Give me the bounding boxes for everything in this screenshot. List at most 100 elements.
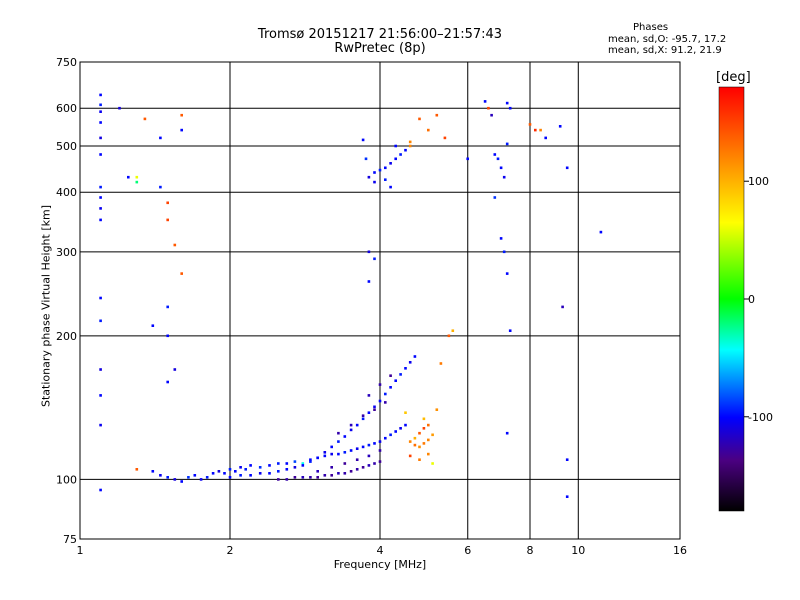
data-point	[384, 392, 387, 396]
data-point	[159, 136, 162, 140]
data-point	[558, 125, 562, 128]
data-point	[277, 462, 280, 465]
x-tick-label: 16	[673, 544, 687, 557]
x-tick-label: 2	[227, 544, 234, 557]
data-point	[451, 329, 455, 332]
colorbar-unit: [deg]	[716, 70, 751, 85]
data-point	[228, 468, 232, 471]
data-point	[337, 440, 340, 443]
data-point	[361, 445, 365, 449]
data-point	[394, 379, 397, 382]
data-point	[99, 196, 102, 199]
data-point	[244, 468, 247, 471]
data-point	[187, 476, 190, 479]
data-point	[404, 411, 407, 414]
data-point	[159, 474, 162, 477]
data-point	[367, 175, 371, 179]
data-point	[99, 93, 102, 97]
data-point	[249, 464, 252, 467]
data-point	[367, 443, 371, 447]
data-point	[99, 103, 102, 107]
data-point	[384, 436, 387, 440]
data-point	[166, 380, 169, 384]
data-point	[249, 474, 252, 477]
data-point	[258, 466, 262, 469]
data-point	[378, 168, 382, 172]
y-tick-label: 500	[56, 140, 77, 153]
chart-subtitle: RwPretec (8p)	[334, 41, 426, 56]
x-axis-label: Frequency [MHz]	[333, 558, 427, 571]
data-point	[180, 480, 183, 483]
data-point	[166, 305, 169, 309]
data-point	[373, 180, 376, 184]
data-point	[173, 368, 177, 371]
data-point	[378, 383, 382, 386]
data-point	[389, 433, 392, 437]
data-point	[508, 106, 512, 110]
data-point	[373, 442, 376, 445]
data-point	[211, 472, 215, 475]
data-point	[316, 470, 319, 473]
data-point	[301, 464, 305, 467]
data-point	[277, 478, 280, 481]
data-point	[159, 185, 162, 189]
data-point	[373, 171, 376, 174]
data-point	[408, 144, 412, 148]
data-point	[483, 100, 487, 103]
data-point	[99, 488, 102, 492]
data-point	[367, 394, 371, 397]
data-point	[378, 440, 382, 443]
data-point	[166, 201, 169, 205]
data-point	[143, 117, 147, 121]
data-point	[378, 399, 382, 403]
data-point	[293, 476, 297, 479]
data-point	[205, 476, 209, 479]
data-point	[99, 296, 102, 300]
data-point	[239, 466, 242, 469]
data-point	[435, 408, 439, 411]
data-point	[355, 447, 359, 450]
data-point	[427, 128, 430, 132]
data-point	[173, 243, 177, 247]
data-point	[373, 462, 376, 465]
data-point	[389, 374, 392, 377]
data-point	[435, 113, 439, 117]
data-point	[330, 452, 333, 456]
data-point	[337, 452, 340, 456]
data-point	[394, 157, 397, 161]
data-point	[180, 128, 183, 132]
data-point	[422, 427, 426, 430]
data-point	[422, 442, 426, 445]
data-point	[99, 319, 102, 323]
data-point	[534, 128, 537, 132]
data-point	[431, 433, 434, 437]
y-tick-label: 600	[56, 102, 77, 115]
data-point	[268, 464, 271, 467]
data-point	[239, 474, 242, 477]
chart-title: Tromsø 20151217 21:56:00–21:57:43	[257, 27, 503, 42]
data-point	[337, 472, 340, 475]
data-point	[394, 144, 397, 148]
data-point	[389, 162, 392, 165]
data-point	[99, 185, 102, 189]
data-point	[367, 250, 371, 254]
data-point	[330, 474, 333, 477]
data-point	[166, 334, 169, 338]
data-point	[316, 476, 319, 479]
data-point	[431, 462, 434, 465]
data-point	[508, 329, 512, 332]
data-point	[490, 113, 493, 117]
data-point	[180, 272, 183, 275]
data-point	[427, 452, 430, 456]
data-point	[301, 462, 305, 465]
data-point	[378, 460, 382, 463]
phases-o-stats: mean, sd,O: -95.7, 17.2	[608, 34, 727, 45]
data-point	[399, 427, 402, 430]
data-point	[343, 451, 347, 454]
data-point	[418, 431, 421, 435]
data-point	[505, 272, 509, 275]
data-point	[355, 468, 359, 471]
data-point	[135, 180, 139, 184]
data-point	[361, 414, 365, 417]
data-point	[418, 458, 421, 461]
